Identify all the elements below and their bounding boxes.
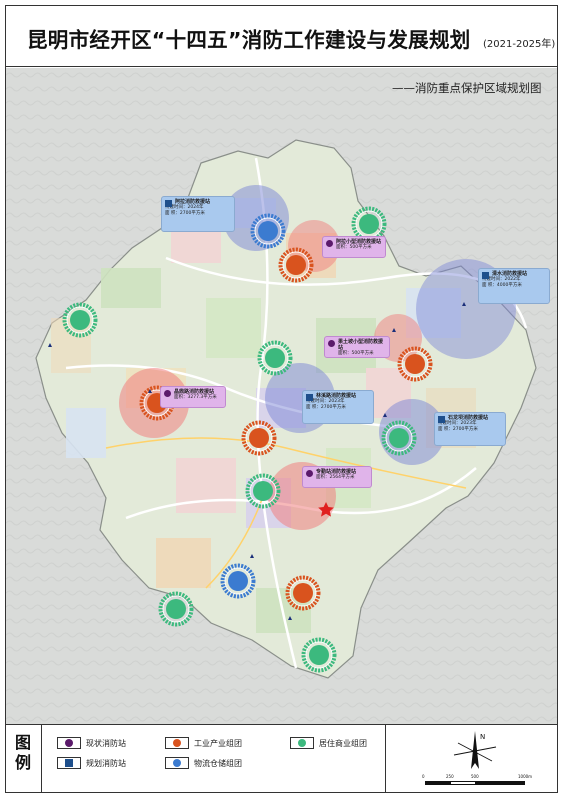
residential-cluster-icon xyxy=(298,739,306,747)
cluster-rings xyxy=(62,206,433,673)
station-label-zhuanqin: 专勤站消防救援站 面积：2564平方米 xyxy=(302,466,372,488)
station-label-guotupo: 果土坡小型消防救援站 面积：500平方米 xyxy=(324,336,390,358)
existing-station-icon xyxy=(306,470,313,477)
station-label-ala: 阿拉消防救援站 待建时间：2024年 面 积：2700平方米 xyxy=(161,196,235,232)
scale-labels: 0 250 500 1000m xyxy=(422,774,534,780)
station-area: 面 积：2700平方米 xyxy=(438,427,478,432)
station-area: 面积：3277.3平方米 xyxy=(174,395,217,400)
existing-station-icon xyxy=(164,390,171,397)
station-label-qingshui: 清水消防救援站 待建时间：2022年 面 积：4000平方米 xyxy=(478,268,550,304)
title-years: (2021-2025年) xyxy=(483,39,556,50)
station-label-jingding: 晶鼎路消防救援站 面积：3277.3平方米 xyxy=(160,386,226,408)
planned-station-icon xyxy=(438,416,445,423)
residential-cluster-icon xyxy=(158,591,194,627)
station-name: 晶鼎路消防救援站 xyxy=(174,389,215,395)
page-subtitle: ——消防重点保护区域规划图 xyxy=(392,81,542,95)
map-svg xyxy=(6,68,557,724)
existing-station-icon xyxy=(65,739,73,747)
residential-cluster-icon xyxy=(257,340,293,376)
residential-cluster-icon xyxy=(381,420,417,456)
planned-station-icon xyxy=(482,272,489,279)
scale-label: 500 xyxy=(471,774,479,779)
legend-label: 工业产业组团 xyxy=(194,738,242,748)
industrial-cluster-icon xyxy=(241,420,277,456)
legend-item-logistics: 物流仓储组团 xyxy=(165,757,242,769)
star-icon xyxy=(318,502,334,517)
map-area[interactable]: 阿拉消防救援站 待建时间：2024年 面 积：2700平方米 阿拉小型消防救援站… xyxy=(6,68,557,724)
residential-cluster-icon xyxy=(245,473,281,509)
station-area: 面积：500平方米 xyxy=(336,245,372,250)
station-name: 阿拉小型消防救援站 xyxy=(336,239,382,245)
station-build-time: 待建时间：2022年 xyxy=(482,277,521,282)
scale-label: 1000m xyxy=(518,774,533,779)
station-label-linxi: 林溪路消防救援站 待建时间：2023年 面 积：2700平方米 xyxy=(302,390,374,424)
industrial-cluster-icon xyxy=(173,739,181,747)
station-name: 果土坡小型消防救援站 xyxy=(338,339,384,351)
logistics-cluster-icon xyxy=(250,213,286,249)
map-frame xyxy=(5,5,558,793)
station-name: 清水消防救援站 xyxy=(492,271,528,277)
legend-label: 物流仓储组团 xyxy=(194,758,242,768)
station-build-time: 待建时间：2024年 xyxy=(165,205,204,210)
legend-title: 图例 xyxy=(15,733,32,772)
logistics-cluster-icon xyxy=(173,759,181,767)
scale-label: 0 xyxy=(422,774,425,779)
legend-item-residential: 居住商业组团 xyxy=(290,737,367,749)
industrial-cluster-icon xyxy=(397,346,433,382)
industrial-cluster-icon xyxy=(278,247,314,283)
station-area: 面积：2564平方米 xyxy=(316,475,355,480)
legend-label: 居住商业组团 xyxy=(319,738,367,748)
title-bar: 昆明市经开区“十四五”消防工作建设与发展规划 (2021-2025年) xyxy=(5,5,558,67)
station-name: 专勤站消防救援站 xyxy=(316,469,357,475)
existing-station-icon xyxy=(328,340,335,347)
planned-station-icon xyxy=(65,759,73,767)
planned-station-icon xyxy=(165,200,172,207)
station-area: 面积：500平方米 xyxy=(338,351,374,356)
station-area: 面 积：4000平方米 xyxy=(482,283,522,288)
logistics-cluster-icon xyxy=(220,563,256,599)
north-arrow-icon: N xyxy=(453,731,497,769)
station-label-shilongba: 石龙坝消防救援站 待建时间：2023年 面 积：2700平方米 xyxy=(434,412,506,446)
legend: 图例 现状消防站 工业产业组团 居住商业组团 规划消防站 物流仓储组团 N 0 … xyxy=(5,724,558,793)
legend-label: 规划消防站 xyxy=(86,758,126,768)
legend-item-planned-station: 规划消防站 xyxy=(57,757,126,769)
planned-station-icon xyxy=(306,394,313,401)
page-title: 昆明市经开区“十四五”消防工作建设与发展规划 xyxy=(27,28,471,52)
residential-cluster-icon xyxy=(62,302,98,338)
station-build-time: 待建时间：2023年 xyxy=(306,399,345,404)
station-area: 面 积：2700平方米 xyxy=(306,405,346,410)
legend-divider xyxy=(385,725,386,792)
legend-item-industrial: 工业产业组团 xyxy=(165,737,242,749)
station-area: 面 积：2700平方米 xyxy=(165,211,205,216)
station-name: 林溪路消防救援站 xyxy=(316,393,357,399)
station-name: 阿拉消防救援站 xyxy=(175,199,211,205)
north-label: N xyxy=(480,733,485,741)
legend-label: 现状消防站 xyxy=(86,738,126,748)
scale-bar xyxy=(425,781,525,785)
scale-label: 250 xyxy=(446,774,454,779)
industrial-cluster-icon xyxy=(285,575,321,611)
existing-station-icon xyxy=(326,240,333,247)
residential-cluster-icon xyxy=(301,637,337,673)
station-name: 石龙坝消防救援站 xyxy=(448,415,489,421)
station-build-time: 待建时间：2023年 xyxy=(438,421,477,426)
station-label-ala-small: 阿拉小型消防救援站 面积：500平方米 xyxy=(322,236,386,258)
legend-item-existing-station: 现状消防站 xyxy=(57,737,126,749)
legend-divider xyxy=(41,725,42,792)
